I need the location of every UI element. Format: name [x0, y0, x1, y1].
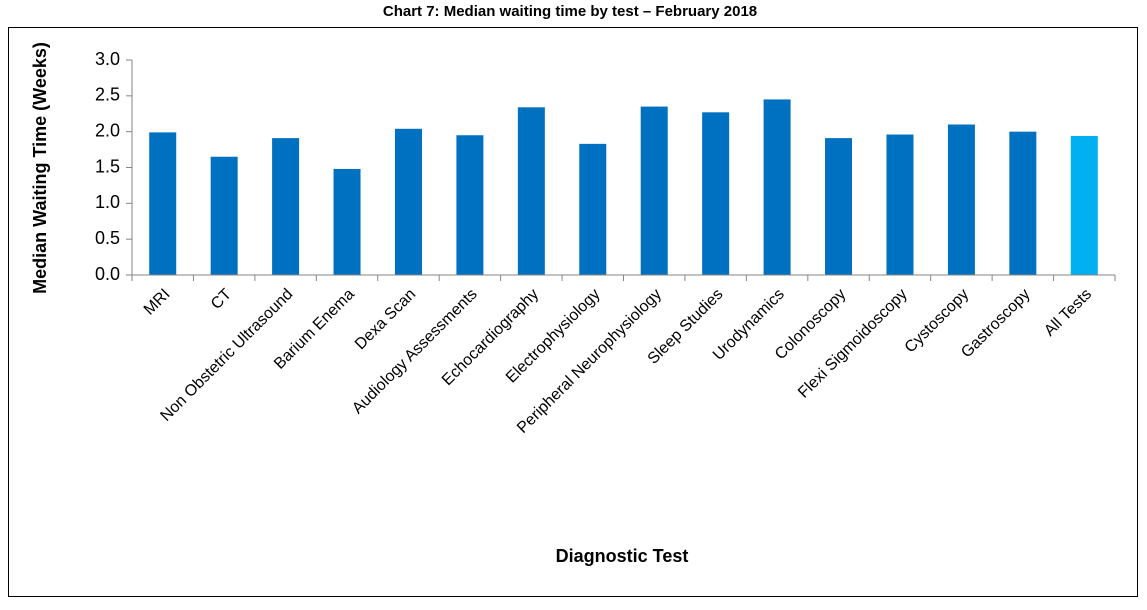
bar: [1009, 131, 1037, 275]
bar: [825, 138, 853, 275]
x-tick-label: CT: [208, 286, 235, 313]
bar: [210, 156, 238, 275]
y-tick-label: 2.5: [95, 85, 120, 105]
bar: [702, 112, 730, 275]
bar: [1070, 135, 1098, 275]
x-tick-label: Flexi Sigmoidoscopy: [795, 286, 911, 402]
bar: [640, 106, 668, 275]
bar: [272, 138, 300, 275]
x-tick-label: All Tests: [1041, 286, 1095, 340]
y-tick-label: 1.0: [95, 192, 120, 212]
y-axis-title: Median Waiting Time (Weeks): [30, 42, 50, 294]
y-tick-label: 2.0: [95, 120, 120, 140]
bar: [456, 135, 484, 275]
bar: [579, 143, 607, 275]
y-tick-label: 3.0: [95, 49, 120, 69]
y-tick-label: 0.5: [95, 228, 120, 248]
y-tick-label: 1.5: [95, 156, 120, 176]
bar: [947, 124, 975, 275]
bar: [886, 134, 914, 275]
y-tick-label: 0.0: [95, 264, 120, 284]
bar: [394, 128, 422, 275]
x-tick-label: MRI: [141, 286, 174, 319]
bar: [517, 107, 545, 275]
bar: [149, 132, 177, 275]
chart-frame: [8, 27, 1138, 597]
bar: [333, 168, 361, 275]
x-tick-label: Dexa Scan: [352, 286, 419, 353]
chart-title: Chart 7: Median waiting time by test – F…: [383, 3, 757, 20]
x-axis-title: Diagnostic Test: [556, 546, 689, 566]
bar: [763, 99, 791, 276]
x-tick-label: Audiology Assessments: [349, 286, 481, 418]
